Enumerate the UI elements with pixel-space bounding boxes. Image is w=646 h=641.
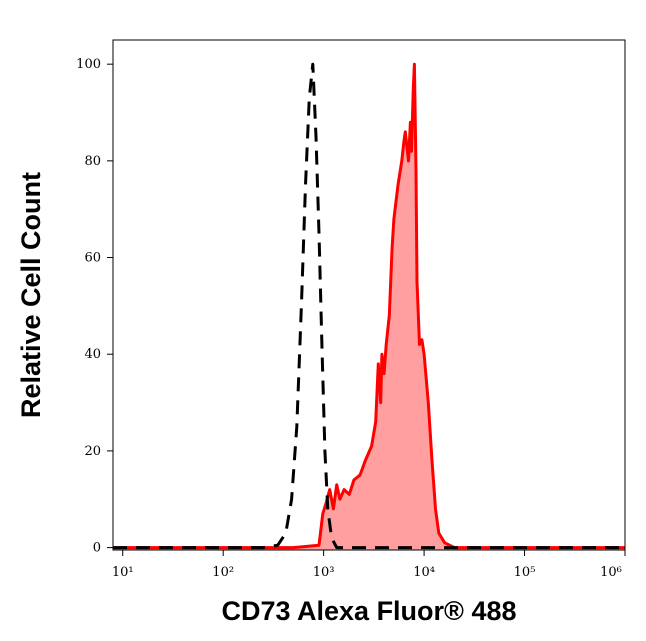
y-tick-label: 20 <box>84 444 101 459</box>
y-axis-title: Relative Cell Count <box>16 172 46 418</box>
y-tick-label: 60 <box>84 251 101 266</box>
plot-area <box>113 62 625 550</box>
x-tick-label: 10³ <box>313 565 335 580</box>
line <box>113 62 625 550</box>
x-axis-title: CD73 Alexa Fluor® 488 <box>221 596 516 626</box>
y-tick-label: 40 <box>84 347 101 362</box>
y-tick-label: 0 <box>93 541 101 556</box>
x-tick-label: 10⁴ <box>413 565 435 580</box>
x-tick-label: 10⁶ <box>600 565 622 580</box>
plot-frame <box>112 39 626 551</box>
y-tick-label: 100 <box>76 57 101 72</box>
line <box>113 62 625 550</box>
x-tick-label: 10¹ <box>112 565 134 580</box>
y-tick-label: 80 <box>84 154 101 169</box>
x-tick-label: 10² <box>212 565 234 580</box>
x-tick-label: 10⁵ <box>514 565 536 580</box>
area <box>113 64 625 550</box>
